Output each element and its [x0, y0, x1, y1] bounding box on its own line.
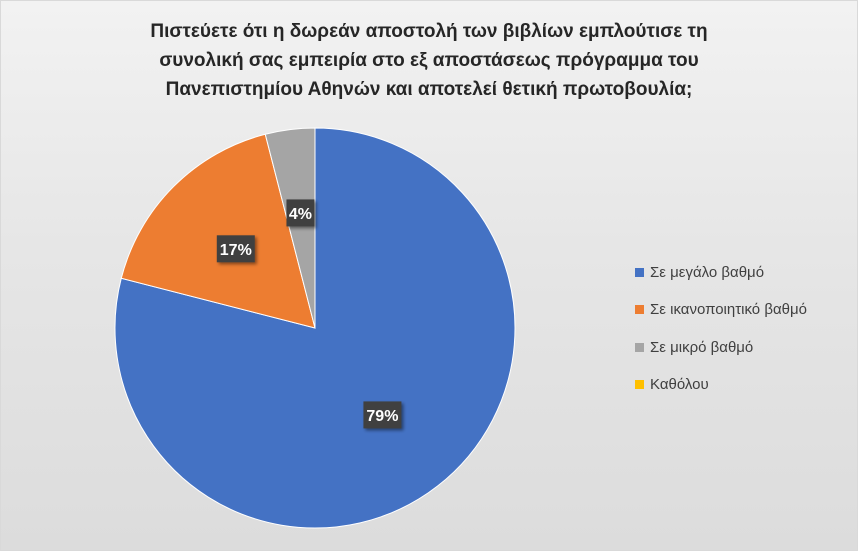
- legend-item-satisfactory-degree: Σε ικανοποιητικό βαθμό: [635, 301, 807, 319]
- data-label-large-degree: 79%: [363, 401, 402, 429]
- legend-label-not-at-all: Καθόλου: [650, 376, 709, 393]
- pie-slice-small-degree: [264, 127, 316, 329]
- data-label-box-large-degree: [363, 401, 402, 429]
- pie-data-labels: 79% 17% 4%: [216, 199, 402, 429]
- legend-item-not-at-all: Καθόλου: [635, 376, 807, 394]
- chart-title-line-3: Πανεπιστημίου Αθηνών και αποτελεί θετική…: [165, 79, 693, 100]
- legend-label-satisfactory-degree: Σε ικανοποιητικό βαθμό: [650, 301, 807, 318]
- data-label-satisfactory-degree: 17%: [216, 235, 255, 263]
- data-label-text-large-degree: 79%: [366, 408, 398, 425]
- data-label-small-degree: 4%: [286, 199, 315, 227]
- legend-label-small-degree: Σε μικρό βαθμό: [650, 338, 754, 356]
- legend-item-large-degree: Σε μεγάλο βαθμό: [635, 263, 807, 281]
- legend-item-small-degree: Σε μικρό βαθμό: [635, 338, 807, 356]
- data-label-text-small-degree: 4%: [289, 206, 312, 223]
- legend-swatch-not-at-all: [635, 380, 644, 389]
- chart-title: Πιστεύετε ότι η δωρεάν αποστολή των βιβλ…: [1, 17, 857, 104]
- pie-slices: [114, 127, 516, 529]
- legend-swatch-large-degree: [635, 267, 644, 277]
- legend-swatch-satisfactory-degree: [635, 305, 644, 314]
- chart-title-line-1: Πιστεύετε ότι η δωρεάν αποστολή των βιβλ…: [150, 21, 708, 42]
- chart-title-line-2: συνολική σας εμπειρία στο εξ αποστάσεως …: [159, 50, 699, 71]
- legend-swatch-small-degree: [635, 342, 644, 352]
- legend-label-large-degree: Σε μεγάλο βαθμό: [650, 263, 765, 281]
- data-label-box-satisfactory-degree: [216, 235, 255, 263]
- legend: Σε μεγάλο βαθμό Σε ικανοποιητικό βαθμό Σ…: [635, 263, 807, 413]
- pie-slice-satisfactory-degree: [120, 133, 316, 329]
- data-label-text-satisfactory-degree: 17%: [220, 242, 252, 259]
- data-label-box-small-degree: [286, 199, 315, 227]
